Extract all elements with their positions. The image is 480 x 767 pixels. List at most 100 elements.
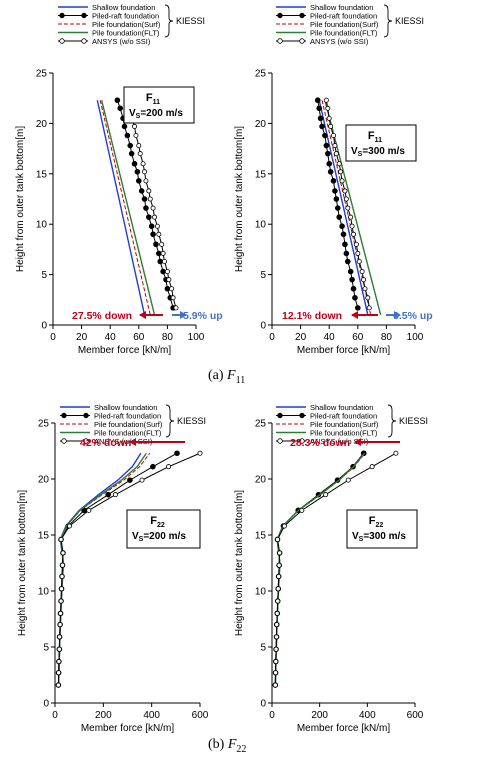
data-point bbox=[274, 610, 280, 616]
x-tick-label: 600 bbox=[407, 710, 424, 721]
data-point bbox=[281, 523, 287, 529]
data-point bbox=[354, 305, 361, 311]
series-piled-raft-foundation bbox=[272, 450, 367, 688]
data-point bbox=[325, 105, 331, 111]
data-point bbox=[164, 285, 171, 292]
caption-a-var: F bbox=[227, 368, 236, 383]
data-point bbox=[58, 598, 64, 604]
legend-label: Piled-raft foundation bbox=[310, 12, 377, 21]
series-pile-foundation-surf bbox=[99, 100, 151, 316]
data-point bbox=[277, 550, 283, 556]
data-point bbox=[272, 682, 278, 688]
data-point bbox=[322, 132, 328, 139]
y-tick-label: 25 bbox=[36, 69, 48, 80]
legend-marker bbox=[81, 38, 87, 44]
data-point bbox=[150, 463, 156, 470]
legend-marker bbox=[299, 438, 305, 444]
y-tick-label: 20 bbox=[255, 119, 267, 130]
data-point bbox=[359, 269, 365, 275]
legend-marker bbox=[83, 438, 89, 444]
data-point bbox=[319, 123, 325, 130]
x-tick-label: 0 bbox=[52, 710, 58, 721]
x-tick-label: 600 bbox=[192, 710, 209, 721]
annotation: 12.1% down bbox=[282, 310, 378, 322]
data-point bbox=[153, 241, 159, 248]
info-box: F22 VS=200 m/s bbox=[126, 509, 201, 549]
data-point bbox=[143, 205, 149, 211]
data-point bbox=[351, 231, 357, 237]
series-shallow-foundation bbox=[96, 100, 146, 316]
info-box-line2: VS=200 m/s bbox=[132, 531, 186, 543]
y-axis-title: Height from outer tank bottom[m] bbox=[234, 490, 245, 636]
legend-label: Shallow foundation bbox=[310, 3, 373, 12]
data-point bbox=[142, 169, 148, 175]
series-line bbox=[126, 100, 177, 309]
data-point bbox=[369, 464, 375, 470]
x-tick-label: 400 bbox=[143, 710, 160, 721]
data-point bbox=[356, 258, 362, 264]
data-point bbox=[362, 286, 368, 292]
caption-b-var: F bbox=[227, 737, 237, 752]
legend-label: Pile foundation(Surf) bbox=[92, 20, 161, 29]
data-point bbox=[134, 168, 141, 175]
annotation: 27.5% down bbox=[72, 310, 163, 322]
data-point bbox=[330, 132, 336, 138]
data-point bbox=[121, 123, 128, 130]
data-point bbox=[332, 143, 338, 149]
y-axis-title: Height from outer tank bottom[m] bbox=[234, 126, 245, 272]
legend-label: Pile foundation(FLT) bbox=[94, 429, 162, 438]
series-line bbox=[274, 452, 397, 686]
data-point bbox=[174, 450, 180, 457]
y-tick-label: 5 bbox=[260, 270, 266, 281]
data-point bbox=[327, 168, 334, 175]
legend-label: Pile foundation(FLT) bbox=[310, 429, 378, 438]
x-tick-label: 200 bbox=[95, 710, 112, 721]
data-point bbox=[128, 150, 135, 157]
data-point bbox=[169, 286, 175, 292]
y-tick-label: 10 bbox=[38, 587, 50, 598]
data-point bbox=[275, 586, 281, 592]
x-axis-title: Member force [kN/m] bbox=[81, 723, 175, 734]
data-point bbox=[333, 151, 339, 157]
data-point bbox=[117, 105, 124, 112]
data-point bbox=[67, 523, 73, 529]
x-tick-label: 40 bbox=[105, 332, 117, 343]
data-point bbox=[276, 573, 282, 579]
info-box-frame bbox=[346, 509, 418, 549]
data-point bbox=[150, 205, 156, 211]
legend-brace bbox=[164, 4, 174, 38]
legend-group-label: KIESSI bbox=[176, 16, 205, 26]
data-point bbox=[162, 258, 168, 264]
legend-marker bbox=[83, 412, 89, 419]
caption-a-prefix: (a) bbox=[208, 368, 224, 383]
data-point bbox=[274, 634, 280, 640]
legend-label: Pile foundation(Surf) bbox=[310, 420, 379, 429]
data-point bbox=[56, 670, 62, 676]
data-point bbox=[275, 598, 281, 604]
legend-marker bbox=[299, 12, 305, 19]
info-box-line1: F11 bbox=[368, 130, 382, 144]
data-point bbox=[355, 250, 361, 256]
data-point bbox=[323, 492, 329, 498]
data-point bbox=[57, 622, 63, 628]
data-point bbox=[361, 277, 367, 283]
data-point bbox=[366, 305, 372, 311]
y-tick-label: 20 bbox=[38, 475, 50, 486]
data-point bbox=[59, 586, 65, 592]
annotation-label: 5.9% up bbox=[183, 310, 223, 322]
data-point bbox=[143, 178, 149, 184]
series-line bbox=[274, 452, 366, 686]
data-point bbox=[343, 250, 350, 257]
legend-label: Piled-raft foundation bbox=[310, 412, 377, 421]
legend-brace bbox=[165, 404, 175, 438]
series-ansys-w-o-ssi bbox=[323, 97, 372, 311]
info-box-line2: VS=200 m/s bbox=[129, 108, 183, 120]
annotation: 5.9% up bbox=[172, 310, 223, 322]
x-tick-label: 80 bbox=[381, 332, 393, 343]
data-point bbox=[273, 670, 279, 676]
chart-panel-1: 0 20 40 60 80 100 0 5 10 15 20 25 Member force [kN/m… bbox=[15, 3, 223, 356]
data-point bbox=[276, 562, 282, 568]
data-point bbox=[164, 269, 170, 275]
caption-b: (b) F22 bbox=[208, 737, 246, 755]
chart-panel-3: 0 200 400 600 0 5 10 15 20 25 Member force [kN/m] H… bbox=[17, 403, 209, 734]
